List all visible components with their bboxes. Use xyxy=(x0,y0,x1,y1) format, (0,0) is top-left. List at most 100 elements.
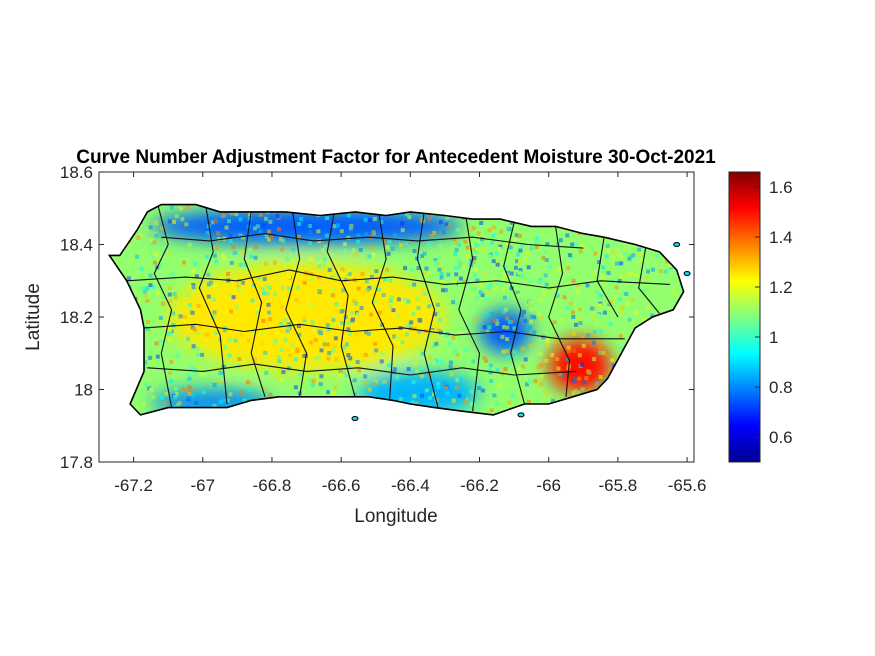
heatmap-cell xyxy=(190,310,195,315)
heatmap-cell xyxy=(313,338,318,343)
heatmap-cell xyxy=(316,229,321,234)
heatmap-cell xyxy=(598,346,603,350)
heatmap-cell xyxy=(571,331,576,336)
heatmap-cell xyxy=(372,381,377,386)
heatmap-cell xyxy=(463,356,468,361)
heatmap-cell xyxy=(619,310,623,315)
heatmap-cell xyxy=(302,316,307,320)
heatmap-cell xyxy=(373,341,378,346)
colorbar-tick-label: 0.8 xyxy=(769,378,793,397)
heatmap-cell xyxy=(587,370,592,375)
heatmap-cell xyxy=(420,351,425,356)
heatmap-cell xyxy=(352,392,357,397)
heatmap-cell xyxy=(462,279,467,284)
heatmap-cell xyxy=(494,286,499,291)
municipality-boundary xyxy=(285,211,308,397)
heatmap-cell xyxy=(536,312,541,316)
heatmap-cell xyxy=(364,330,369,335)
heatmap-cell xyxy=(237,281,242,286)
heatmap-cell xyxy=(247,381,252,386)
heatmap-cell xyxy=(598,375,603,379)
heatmap-cell xyxy=(213,219,218,224)
heatmap-cell xyxy=(565,233,570,238)
x-axis-ticks: -67.2 -67 -66.8 -66.6 -66.4 -66.2 -66 -65.8 -65.… xyxy=(114,172,706,495)
heatmap-cell xyxy=(424,388,429,393)
heatmap-cell xyxy=(315,257,320,261)
heatmap-cell xyxy=(545,342,550,347)
heatmap-cell xyxy=(336,223,340,228)
heatmap-cell xyxy=(312,328,317,333)
heatmap-cell xyxy=(476,247,480,252)
heatmap-cell xyxy=(148,225,153,230)
heatmap-cell xyxy=(367,218,372,223)
heatmap-cell xyxy=(241,235,246,240)
heatmap-cell xyxy=(428,355,433,360)
heatmap-cell xyxy=(541,335,546,340)
heatmap-cell xyxy=(602,269,607,274)
heatmap-cell xyxy=(262,277,267,282)
heatmap-cell xyxy=(462,264,466,269)
heatmap-cell xyxy=(262,366,267,371)
heatmap-cell xyxy=(158,338,163,343)
heatmap-cell xyxy=(583,254,588,259)
heatmap-cell xyxy=(346,321,351,326)
heatmap-cell xyxy=(186,389,191,394)
heatmap-cell xyxy=(631,253,636,258)
heatmap-cell xyxy=(576,283,581,287)
heatmap-cell xyxy=(266,302,271,307)
heatmap-cell xyxy=(520,364,525,369)
heatmap-cell xyxy=(227,353,232,358)
heatmap-cell xyxy=(141,286,145,291)
heatmap-cell xyxy=(590,290,595,295)
islets xyxy=(351,242,691,421)
heatmap-cell xyxy=(544,249,548,254)
x-tick-label: -65.8 xyxy=(599,476,638,495)
heatmap-cell xyxy=(469,402,474,406)
heatmap-cell xyxy=(390,295,395,300)
heatmap-cell xyxy=(573,377,578,382)
heatmap-cell xyxy=(179,360,184,365)
islet xyxy=(673,242,681,247)
heatmap-cell xyxy=(528,356,533,361)
heatmap-cell xyxy=(515,259,519,264)
heatmap-cell xyxy=(229,211,234,216)
heatmap-cell xyxy=(411,400,415,405)
heatmap-cell xyxy=(400,221,405,226)
heatmap-cell xyxy=(187,395,192,400)
heatmap-cell xyxy=(160,247,165,252)
heatmap-cell xyxy=(555,293,560,298)
heatmap-cell xyxy=(479,221,484,225)
heatmap-cell xyxy=(174,214,179,219)
heatmap-cell xyxy=(371,285,376,290)
heatmap-cell xyxy=(179,206,184,211)
heatmap-cell xyxy=(576,271,580,276)
heatmap-cell xyxy=(396,341,401,346)
colorbar-tick-label: 1.2 xyxy=(769,278,793,297)
heatmap-cell xyxy=(566,265,571,270)
heatmap-cell xyxy=(526,399,531,404)
heatmap-cell xyxy=(665,259,670,264)
heatmap-cell xyxy=(310,303,315,308)
heatmap-cell xyxy=(413,361,418,366)
heatmap-cell xyxy=(332,288,337,293)
heatmap-cell xyxy=(544,258,549,262)
heatmap-cell xyxy=(431,361,436,366)
heatmap-cell xyxy=(325,323,330,328)
heatmap-cell xyxy=(455,377,460,382)
heatmap-cell xyxy=(262,291,266,296)
heatmap-cell xyxy=(470,248,475,252)
heatmap-cell xyxy=(455,295,459,300)
heatmap-cell xyxy=(240,280,245,285)
heatmap-cell xyxy=(269,329,274,334)
heatmap-cell xyxy=(308,377,313,382)
heatmap-cell xyxy=(435,358,439,363)
heatmap-cell xyxy=(264,234,269,239)
x-tick-label: -66.8 xyxy=(253,476,292,495)
heatmap-cell xyxy=(152,252,157,257)
heatmap-cell xyxy=(370,274,374,279)
heatmap-cell xyxy=(302,318,307,323)
heatmap-cell xyxy=(415,296,420,301)
heatmap-cell xyxy=(204,255,209,259)
heatmap-cell xyxy=(598,314,603,319)
y-axis-label: Latitude xyxy=(23,283,44,351)
